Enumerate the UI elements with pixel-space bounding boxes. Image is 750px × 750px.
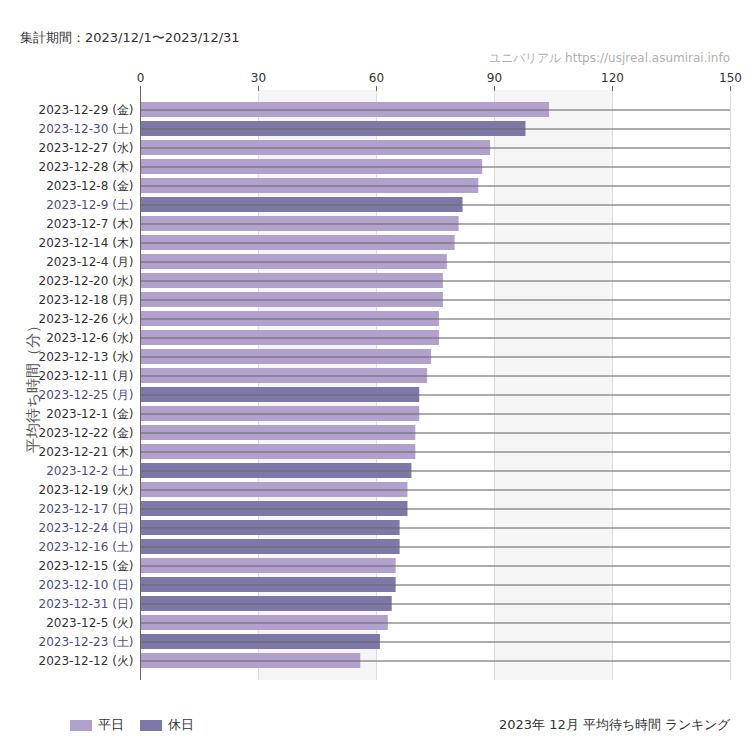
- svg-text:2023-12-31 (日): 2023-12-31 (日): [39, 597, 134, 611]
- svg-text:0: 0: [137, 71, 145, 85]
- svg-text:150: 150: [719, 71, 742, 85]
- svg-text:2023-12-4 (月): 2023-12-4 (月): [46, 255, 133, 269]
- svg-text:2023-12-8 (金): 2023-12-8 (金): [46, 179, 133, 193]
- svg-text:2023-12-27 (水): 2023-12-27 (水): [39, 141, 134, 155]
- html-text:休日: 休日: [168, 717, 194, 732]
- svg-text:2023-12-21 (木): 2023-12-21 (木): [39, 445, 134, 459]
- svg-text:2023-12-25 (月): 2023-12-25 (月): [39, 388, 134, 402]
- svg-text:2023-12-12 (火): 2023-12-12 (火): [39, 654, 134, 668]
- svg-text:2023-12-29 (金): 2023-12-29 (金): [39, 103, 134, 117]
- html-text:平均待ち時間（分）: 平均待ち時間（分）: [23, 317, 42, 453]
- svg-text:30: 30: [251, 71, 266, 85]
- svg-text:2023-12-15 (金): 2023-12-15 (金): [39, 559, 134, 573]
- svg-text:2023-12-5 (火): 2023-12-5 (火): [46, 616, 133, 630]
- svg-text:2023-12-28 (木): 2023-12-28 (木): [39, 160, 134, 174]
- svg-text:2023-12-22 (金): 2023-12-22 (金): [39, 426, 134, 440]
- svg-text:90: 90: [487, 71, 502, 85]
- svg-text:120: 120: [601, 71, 624, 85]
- svg-text:2023-12-2 (土): 2023-12-2 (土): [46, 464, 133, 478]
- svg-text:2023-12-1 (金): 2023-12-1 (金): [46, 407, 133, 421]
- svg-text:2023-12-19 (火): 2023-12-19 (火): [39, 483, 134, 497]
- html-text:平日: 平日: [98, 717, 124, 732]
- svg-text:2023-12-23 (土): 2023-12-23 (土): [39, 635, 134, 649]
- svg-text:2023-12-26 (火): 2023-12-26 (火): [39, 312, 134, 326]
- svg-text:2023-12-20 (水): 2023-12-20 (水): [39, 274, 134, 288]
- svg-text:2023-12-16 (土): 2023-12-16 (土): [39, 540, 134, 554]
- svg-text:2023-12-30 (土): 2023-12-30 (土): [39, 122, 134, 136]
- svg-text:2023-12-7 (木): 2023-12-7 (木): [46, 217, 133, 231]
- svg-text:2023-12-13 (水): 2023-12-13 (水): [39, 350, 134, 364]
- svg-text:2023-12-18 (月): 2023-12-18 (月): [39, 293, 134, 307]
- svg-text:2023-12-11 (月): 2023-12-11 (月): [39, 369, 134, 383]
- svg-text:60: 60: [369, 71, 384, 85]
- html-text:ユニバリアル https://usjreal.asumira: ユニバリアル https://usjreal.asumirai.info: [489, 51, 730, 65]
- html-text:2023年 12月 平均待ち時間 ランキング: 2023年 12月 平均待ち時間 ランキング: [499, 717, 730, 732]
- svg-text:2023-12-9 (土): 2023-12-9 (土): [46, 198, 133, 212]
- svg-text:2023-12-10 (日): 2023-12-10 (日): [39, 578, 134, 592]
- svg-text:2023-12-24 (日): 2023-12-24 (日): [39, 521, 134, 535]
- svg-text:2023-12-6 (水): 2023-12-6 (水): [46, 331, 133, 345]
- svg-text:2023-12-17 (日): 2023-12-17 (日): [39, 502, 134, 516]
- html-text:集計期間：2023/12/1〜2023/12/31: 集計期間：2023/12/1〜2023/12/31: [20, 30, 240, 45]
- svg-text:2023-12-14 (木): 2023-12-14 (木): [39, 236, 134, 250]
